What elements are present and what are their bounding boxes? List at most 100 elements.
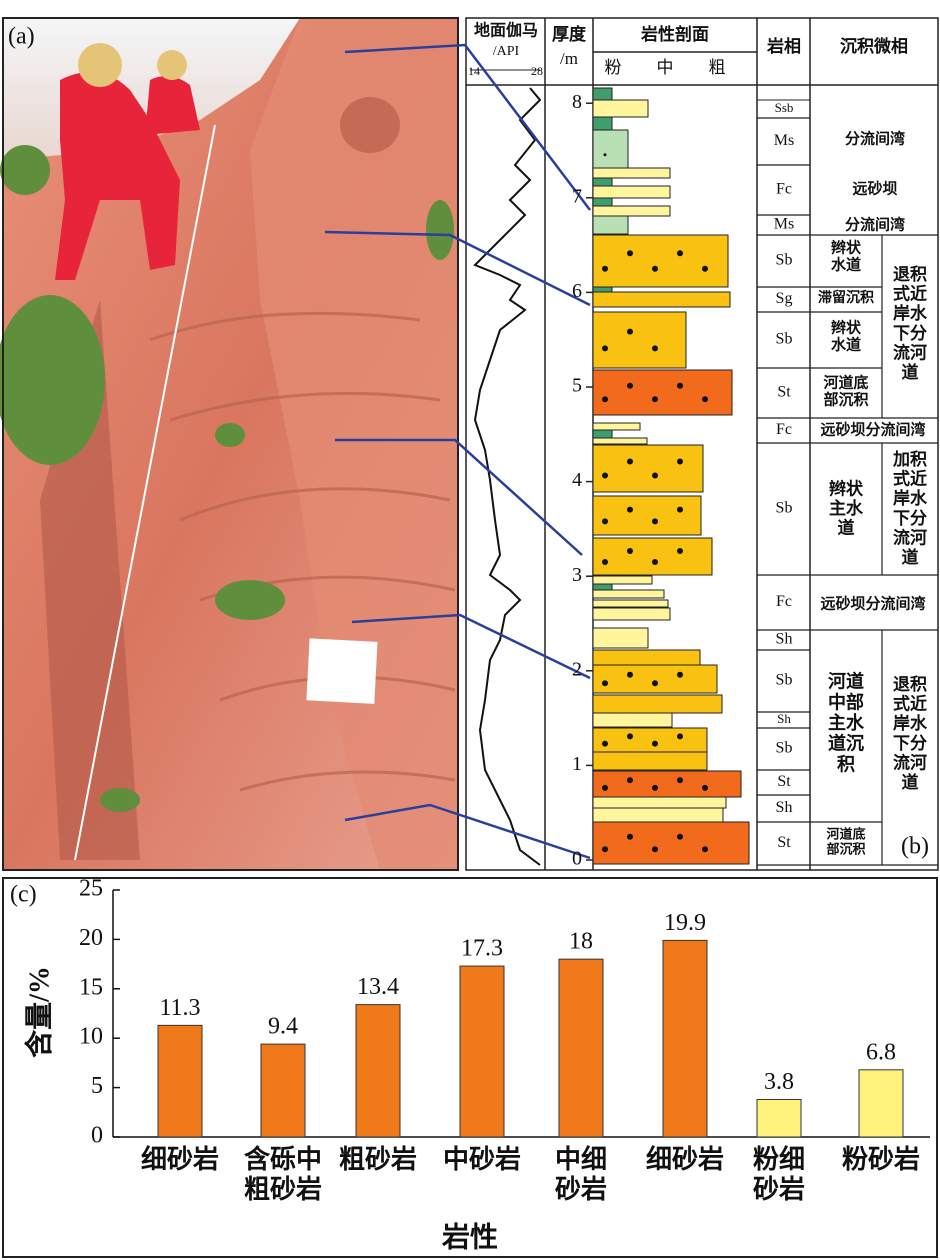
depth-label: 4 — [572, 469, 582, 491]
grain — [602, 345, 608, 352]
bar — [355, 1004, 401, 1138]
gamma-curve — [473, 87, 542, 866]
facies-code: Sb — [776, 740, 793, 757]
bed — [592, 694, 723, 714]
bar — [662, 939, 708, 1138]
grain — [677, 250, 683, 257]
facies-code: Fc — [776, 181, 792, 198]
facies-code: Fc — [776, 593, 792, 610]
header: 沉积微相 — [840, 36, 908, 56]
facies-code: Sh — [776, 631, 793, 648]
microfacies: 河道底部沉积 — [823, 374, 868, 409]
grain — [603, 153, 607, 157]
panel-label: (b) — [901, 834, 929, 860]
bed — [592, 727, 708, 753]
value-label: 13.4 — [357, 974, 399, 1000]
grain — [677, 777, 683, 784]
grain — [602, 265, 608, 272]
header: 岩相 — [766, 36, 801, 56]
bed — [592, 177, 613, 187]
facies-code: St — [777, 834, 791, 851]
header: 中 — [657, 58, 674, 77]
bed — [592, 87, 613, 101]
microfacies: 辫状主水道 — [829, 478, 864, 537]
x-tick-label: 粗砂岩 — [339, 1145, 417, 1174]
value-label: 9.4 — [268, 1014, 298, 1040]
grain — [677, 733, 683, 740]
bed — [592, 286, 613, 293]
value-label: 18 — [569, 929, 593, 955]
microfacies: 河道中部主水道沉积 — [828, 671, 865, 775]
microfacies: 远砂坝分流间湾 — [820, 594, 925, 612]
value-label: 11.3 — [159, 995, 200, 1021]
bed — [592, 495, 702, 536]
facies-code: Sb — [776, 672, 793, 689]
bed — [592, 821, 750, 865]
value-label: 19.9 — [664, 910, 706, 936]
bed — [592, 311, 687, 369]
bed — [592, 575, 653, 585]
bed — [592, 537, 713, 576]
depth-label: 3 — [572, 564, 582, 586]
x-tick-label: 粉细砂岩 — [753, 1144, 805, 1204]
facies-code: St — [777, 773, 791, 790]
grain — [652, 740, 658, 747]
facies-code: Sb — [776, 252, 793, 269]
grain — [677, 382, 683, 389]
y-axis-label: 含量/% — [22, 966, 55, 1058]
grain — [627, 547, 633, 554]
header: 28 — [531, 64, 543, 78]
bed — [592, 444, 704, 493]
facies-code: Sh — [776, 799, 793, 816]
facies-code: Sg — [776, 290, 793, 307]
depth-label: 6 — [572, 280, 582, 302]
bed — [592, 429, 613, 439]
bed — [592, 369, 733, 416]
bed — [592, 197, 613, 207]
bar — [858, 1069, 904, 1138]
grain — [652, 680, 658, 687]
grain — [652, 265, 658, 272]
facies-code: Sb — [776, 331, 793, 348]
header: 岩性剖面 — [640, 24, 709, 44]
grain — [677, 506, 683, 513]
value-label: 3.8 — [764, 1069, 794, 1095]
bed — [592, 234, 729, 288]
grain — [677, 671, 683, 678]
y-tick-label: 15 — [79, 974, 103, 1000]
depth-label: 0 — [572, 848, 582, 870]
bed — [592, 291, 731, 308]
microfacies: 河道底部沉积 — [826, 827, 865, 857]
grain — [627, 777, 633, 784]
x-tick-label: 粉砂岩 — [842, 1145, 920, 1174]
depth-label: 8 — [572, 91, 582, 113]
grain — [652, 846, 658, 853]
grain — [602, 680, 608, 687]
microfacies: 退积式近岸水下分流河道 — [893, 675, 928, 792]
chart-frame — [2, 877, 938, 1258]
grain — [602, 518, 608, 525]
y-tick-label: 25 — [79, 876, 103, 902]
bed — [592, 589, 665, 599]
header: 粗 — [709, 58, 726, 77]
facies-code: Ms — [774, 132, 794, 149]
grain — [652, 472, 658, 479]
microfacies: 辫状水道 — [831, 319, 862, 354]
header: 地面伽马 — [474, 21, 538, 40]
depth-label: 7 — [572, 185, 582, 207]
grain — [677, 458, 683, 465]
grain — [602, 559, 608, 566]
bed — [592, 649, 701, 666]
grain — [702, 396, 708, 403]
grain — [652, 518, 658, 525]
connector-lines — [324, 43, 591, 860]
grain — [627, 506, 633, 513]
x-tick-label: 含砾中粗砂岩 — [244, 1144, 322, 1204]
grain — [702, 784, 708, 791]
bed — [592, 583, 613, 591]
depth-label: 5 — [572, 375, 582, 397]
facies-code: Sb — [776, 500, 793, 517]
header: /m — [560, 49, 578, 68]
bed — [592, 205, 671, 217]
bed — [592, 129, 629, 169]
